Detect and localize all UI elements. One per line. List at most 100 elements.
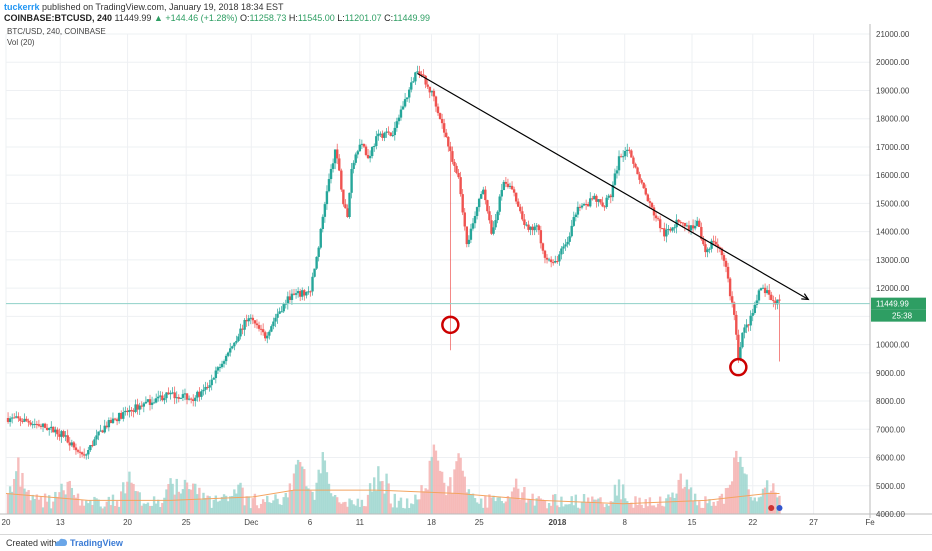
volume-bar [385, 473, 388, 514]
volume-bar [683, 486, 687, 514]
candle-body [438, 113, 442, 120]
candle-body [33, 423, 36, 425]
candle-body [545, 257, 549, 260]
candle-body [434, 96, 438, 107]
volume-bar [95, 498, 98, 514]
volume-bar [461, 470, 464, 514]
candle-body [572, 217, 575, 226]
volume-bar [354, 505, 357, 514]
volume-bar [247, 496, 250, 514]
candle-body [496, 211, 499, 221]
volume-bar [35, 494, 39, 514]
candle-body [541, 243, 545, 251]
volume-bar [17, 457, 20, 514]
volume-bar [708, 499, 711, 514]
candle-body [348, 192, 351, 218]
volume-bar [510, 491, 514, 514]
volume-bar [336, 497, 339, 514]
candle-body [556, 260, 559, 262]
volume-bar [319, 473, 322, 514]
candle-body [214, 370, 218, 379]
candle-body [245, 319, 248, 322]
volume-bar [531, 493, 534, 514]
candle-body [753, 304, 756, 313]
volume-bar [157, 499, 160, 514]
candle-body [338, 158, 341, 171]
candle-body [529, 226, 532, 230]
event-flag-icon [768, 505, 775, 511]
candle-body [535, 225, 538, 227]
candle-body [428, 86, 431, 93]
volume-bar [642, 508, 645, 514]
volume-bar [572, 505, 575, 514]
candle-body [103, 425, 106, 433]
candle-body [640, 179, 643, 183]
candle-body [720, 248, 724, 256]
volume-bar [373, 477, 376, 514]
volume-bar [459, 457, 462, 514]
volume-bar [159, 507, 162, 514]
candle-body [724, 260, 728, 267]
candle-body [257, 325, 261, 329]
price-chart[interactable]: 21000.00 20000.00 19000.00 18000.00 17000.00… [0, 24, 932, 534]
volume-bar [706, 503, 709, 514]
candle-body [185, 393, 189, 400]
candle-body [280, 311, 283, 313]
candle-body [268, 331, 271, 336]
candle-body [772, 300, 775, 302]
volume-bar [469, 494, 473, 514]
candle-body [56, 429, 59, 435]
candle-body [296, 291, 300, 294]
volume-bar [757, 497, 761, 514]
low-value: 11201.07 [344, 13, 382, 23]
candle-body [603, 206, 606, 208]
candle-body [611, 184, 615, 198]
volume-bar [549, 505, 553, 514]
volume-bar [136, 491, 139, 514]
volume-bar [473, 498, 477, 514]
candle-body [494, 220, 497, 228]
candle-body [628, 149, 631, 151]
candle-body [266, 335, 269, 339]
candle-body [702, 239, 705, 245]
candle-body [379, 133, 382, 135]
volume-bar [231, 495, 234, 514]
volume-bar [103, 506, 106, 514]
volume-bar [202, 492, 205, 514]
chart-area[interactable]: 21000.00 20000.00 19000.00 18000.00 17000.00… [0, 24, 932, 534]
volume-bar [405, 498, 409, 514]
volume-bar [543, 500, 547, 514]
volume-bar [747, 489, 750, 514]
candle-body [395, 121, 399, 128]
volume-bar [64, 494, 67, 514]
volume-bar [220, 496, 224, 514]
volume-bar [214, 495, 218, 514]
symbol-label: COINBASE:BTCUSD, 240 [4, 13, 113, 23]
volume-bar [484, 496, 487, 514]
volume-bar [710, 505, 713, 514]
author-link[interactable]: tuckerrk [4, 2, 40, 12]
volume-bar [181, 489, 185, 514]
candle-body [735, 314, 738, 335]
candle-body [681, 222, 684, 224]
volume-bar [313, 499, 316, 514]
price-tick-label: 12000.00 [876, 284, 910, 293]
volume-bar [25, 491, 28, 514]
candle-body [432, 90, 436, 97]
candle-body [475, 207, 479, 217]
time-tick-label: 18 [427, 518, 436, 527]
candle-body [6, 418, 10, 422]
tradingview-brand[interactable]: TradingView [70, 538, 123, 548]
volume-bar [146, 502, 150, 514]
volume-bar [33, 499, 36, 514]
volume-bar [292, 473, 296, 514]
volume-bar [667, 494, 670, 514]
volume-bar [226, 501, 230, 514]
candle-body [667, 228, 670, 230]
volume-bar [599, 497, 602, 514]
candle-body [722, 255, 726, 261]
volume-bar [21, 472, 24, 514]
volume-bar [527, 498, 530, 514]
candle-body [48, 428, 51, 430]
volume-bar [533, 505, 536, 514]
